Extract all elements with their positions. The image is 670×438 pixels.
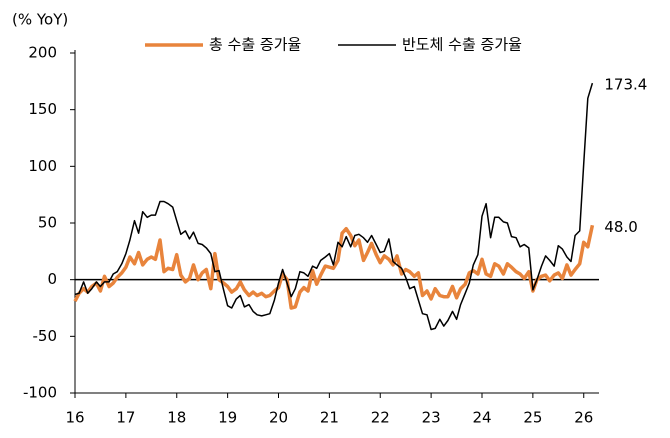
- x-tick-label: 26: [574, 409, 593, 427]
- x-tick-label: 21: [320, 409, 339, 427]
- x-tick-label: 25: [523, 409, 542, 427]
- x-tick-label: 20: [269, 409, 288, 427]
- y-tick-label: -50: [33, 327, 58, 345]
- legend-label: 반도체 수출 증가율: [402, 36, 522, 54]
- series-line: [73, 224, 595, 310]
- y-tick-label: 50: [38, 214, 57, 232]
- legend-label: 총 수출 증가율: [209, 36, 301, 54]
- x-tick-label: 23: [422, 409, 441, 427]
- x-tick-label: 18: [167, 409, 186, 427]
- y-tick-label: -100: [23, 384, 57, 402]
- x-tick-label: 16: [65, 409, 84, 427]
- y-tick-label: 0: [47, 270, 57, 288]
- x-tick-label: 17: [116, 409, 135, 427]
- x-tick-label: 19: [218, 409, 237, 427]
- value-label: 48.0: [604, 218, 637, 236]
- y-tick-label: 100: [28, 157, 57, 175]
- y-tick-label: 200: [28, 44, 57, 62]
- y-tick-label: 150: [28, 100, 57, 118]
- y-axis-label: (% YoY): [12, 11, 68, 29]
- value-label: 173.4: [604, 76, 647, 94]
- x-tick-label: 24: [472, 409, 491, 427]
- series-line: [74, 82, 594, 331]
- x-tick-label: 22: [371, 409, 390, 427]
